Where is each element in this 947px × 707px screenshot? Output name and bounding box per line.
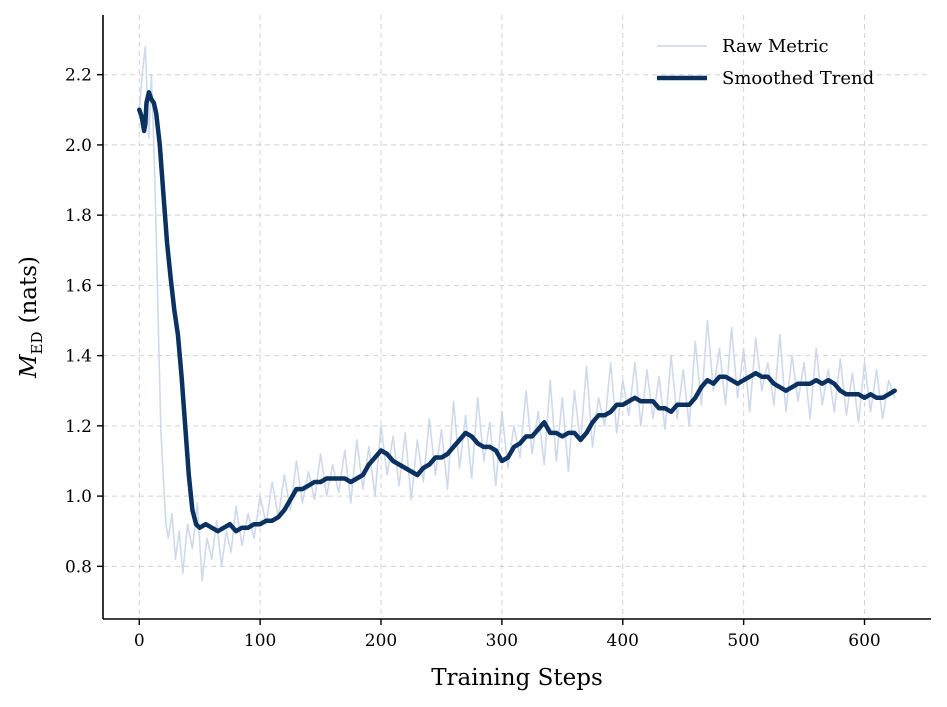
y-axis-title: MED (nats) <box>16 256 46 379</box>
x-tick-label: 0 <box>134 631 145 651</box>
series-layer <box>137 45 897 582</box>
y-tick-label: 1.2 <box>65 417 92 437</box>
ticks-layer: 0 100 200 300 400 500 600 0.8 1.0 1.2 1.4 1.6 1.8 2.0… <box>65 66 881 651</box>
legend: Raw Metric Smoothed Trend <box>657 36 874 89</box>
x-tick-label: 500 <box>727 631 759 651</box>
x-tick-label: 100 <box>244 631 276 651</box>
series-line-raw-metric <box>138 45 896 582</box>
y-tick-label: 1.4 <box>65 347 92 367</box>
y-axis-title-unit: (nats) <box>16 256 42 324</box>
y-tick-label: 1.0 <box>65 487 92 507</box>
y-tick-label: 0.8 <box>65 557 92 577</box>
x-tick-label: 300 <box>486 631 518 651</box>
x-tick-label: 200 <box>365 631 397 651</box>
y-tick-label: 1.6 <box>65 276 92 296</box>
x-tick-label: 600 <box>848 631 880 651</box>
series-line-smoothed-trend <box>137 90 897 534</box>
y-axis-title-sub: ED <box>28 331 46 354</box>
legend-label-smoothed-trend: Smoothed Trend <box>722 68 874 89</box>
axes-layer <box>102 15 931 620</box>
grid-layer <box>103 15 931 619</box>
y-tick-label: 2.0 <box>65 136 92 156</box>
y-axis-title-main: M <box>16 353 42 379</box>
x-axis-title: Training Steps <box>431 665 603 691</box>
x-tick-label: 400 <box>607 631 639 651</box>
y-tick-label: 2.2 <box>65 66 92 86</box>
y-tick-label: 1.8 <box>65 206 92 226</box>
legend-label-raw-metric: Raw Metric <box>722 36 829 57</box>
